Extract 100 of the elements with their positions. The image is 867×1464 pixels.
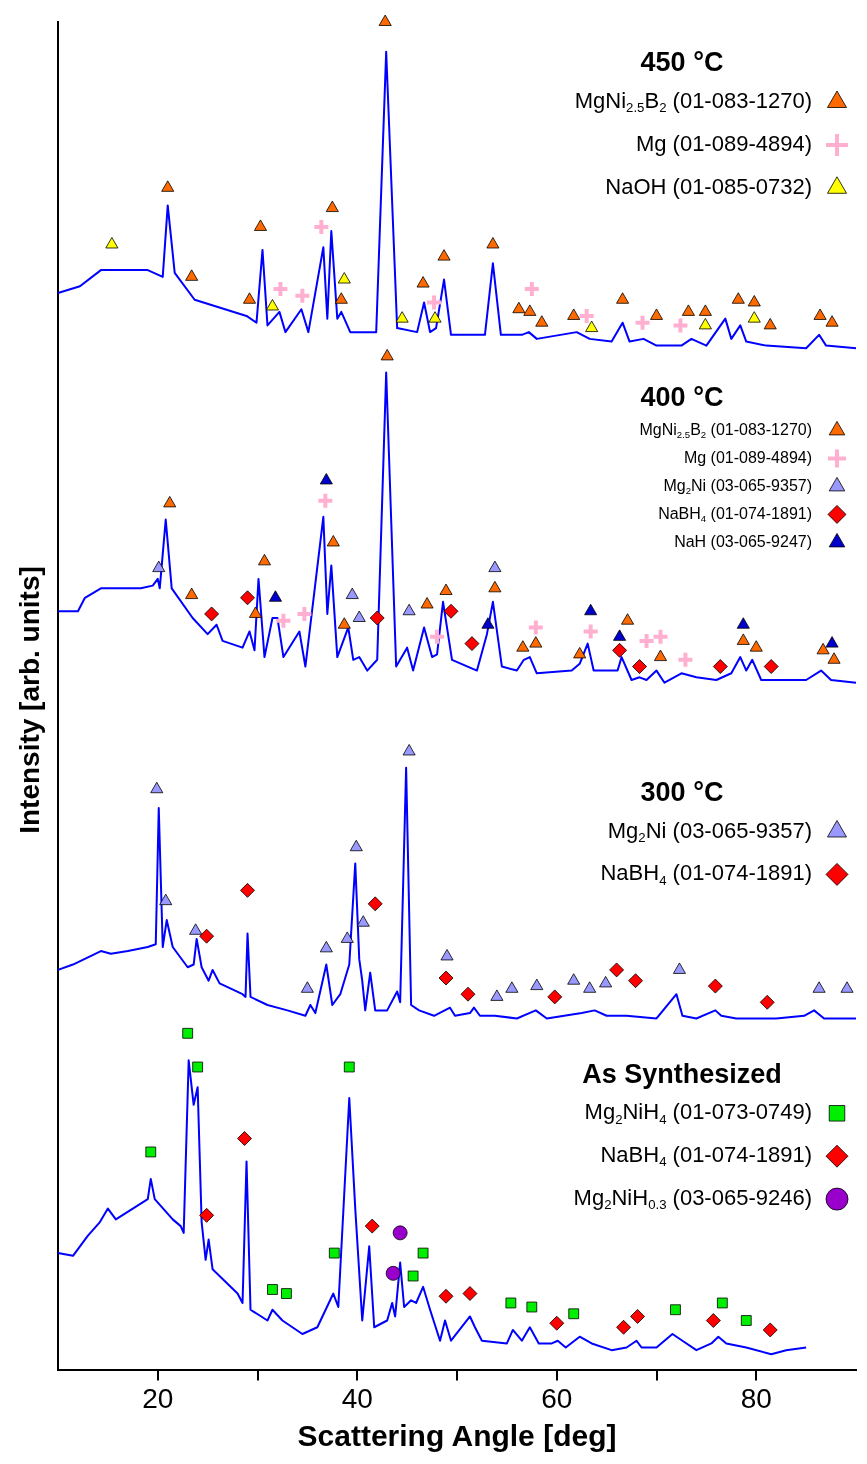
point	[243, 292, 256, 304]
point	[334, 292, 348, 304]
point	[337, 617, 351, 629]
point	[736, 617, 750, 629]
point	[584, 603, 598, 616]
point	[356, 915, 370, 927]
point	[762, 1322, 778, 1338]
point	[369, 610, 385, 626]
point	[440, 949, 454, 961]
point	[182, 1027, 194, 1039]
point	[712, 659, 728, 674]
point	[192, 1061, 203, 1073]
point	[152, 560, 166, 572]
point	[420, 597, 434, 609]
point	[731, 292, 745, 304]
point	[145, 1146, 157, 1158]
point	[530, 978, 544, 991]
point	[337, 272, 351, 284]
point	[274, 611, 293, 630]
point	[385, 1265, 401, 1281]
point	[328, 1247, 340, 1259]
point	[343, 1061, 355, 1073]
point	[199, 928, 215, 944]
legend-label: Mg (01-089-4894)	[635, 130, 813, 156]
point	[547, 989, 563, 1005]
legend-label: Mg (01-089-4894)	[683, 448, 813, 466]
point	[612, 642, 627, 658]
point	[526, 1301, 538, 1313]
point	[340, 931, 354, 943]
point	[486, 237, 500, 249]
x-tick-label: 40	[341, 1382, 373, 1414]
point	[613, 629, 627, 641]
x-tick-label: 20	[142, 1382, 174, 1414]
point	[825, 636, 839, 648]
point	[462, 1286, 478, 1301]
point	[316, 491, 335, 510]
point	[740, 1315, 752, 1326]
point	[616, 1319, 631, 1335]
point	[161, 180, 175, 192]
point	[199, 1207, 215, 1223]
annotation: 300 °C	[640, 776, 724, 807]
point	[425, 293, 444, 312]
point	[185, 587, 199, 599]
point	[300, 981, 314, 993]
point	[651, 627, 670, 646]
point	[378, 14, 392, 26]
point	[268, 590, 282, 602]
annotation: 450 °C	[640, 47, 724, 78]
point	[281, 1288, 292, 1299]
point	[609, 962, 624, 978]
point	[319, 940, 333, 953]
point	[763, 317, 777, 330]
point	[488, 580, 502, 593]
y-axis-title: Intensity [arb. units]	[14, 566, 46, 834]
point	[676, 650, 695, 669]
point	[481, 617, 495, 629]
point	[380, 349, 394, 361]
point	[189, 923, 203, 935]
point	[159, 893, 173, 906]
point	[716, 1297, 728, 1309]
point	[698, 304, 712, 316]
point	[352, 610, 366, 622]
point	[616, 292, 630, 304]
point	[671, 316, 690, 335]
point	[650, 308, 663, 320]
legend-label: NaOH (01-085-0732)	[605, 173, 813, 199]
point	[402, 603, 416, 616]
point	[633, 313, 652, 332]
point	[585, 320, 599, 332]
point	[237, 1131, 252, 1146]
point	[599, 976, 613, 988]
point	[816, 642, 830, 655]
point	[707, 978, 723, 994]
point	[325, 200, 339, 212]
point	[813, 308, 827, 320]
point	[512, 301, 526, 314]
point	[747, 295, 761, 307]
point	[654, 649, 667, 661]
x-tick-label: 60	[541, 1382, 573, 1414]
point	[670, 1304, 681, 1316]
point	[443, 603, 459, 619]
point	[402, 744, 416, 756]
point	[681, 304, 695, 316]
point	[490, 989, 504, 1001]
point	[672, 962, 686, 974]
point	[583, 981, 597, 993]
point	[105, 237, 119, 249]
point	[150, 781, 164, 794]
point	[407, 1270, 419, 1282]
annotation: 400 °C	[640, 381, 724, 412]
point	[185, 269, 199, 281]
point	[488, 560, 502, 572]
point	[759, 994, 775, 1010]
point	[749, 640, 763, 652]
point	[293, 286, 312, 305]
point	[439, 583, 453, 595]
point	[395, 311, 409, 323]
point	[632, 659, 647, 674]
point	[549, 1315, 565, 1331]
point	[763, 659, 779, 674]
